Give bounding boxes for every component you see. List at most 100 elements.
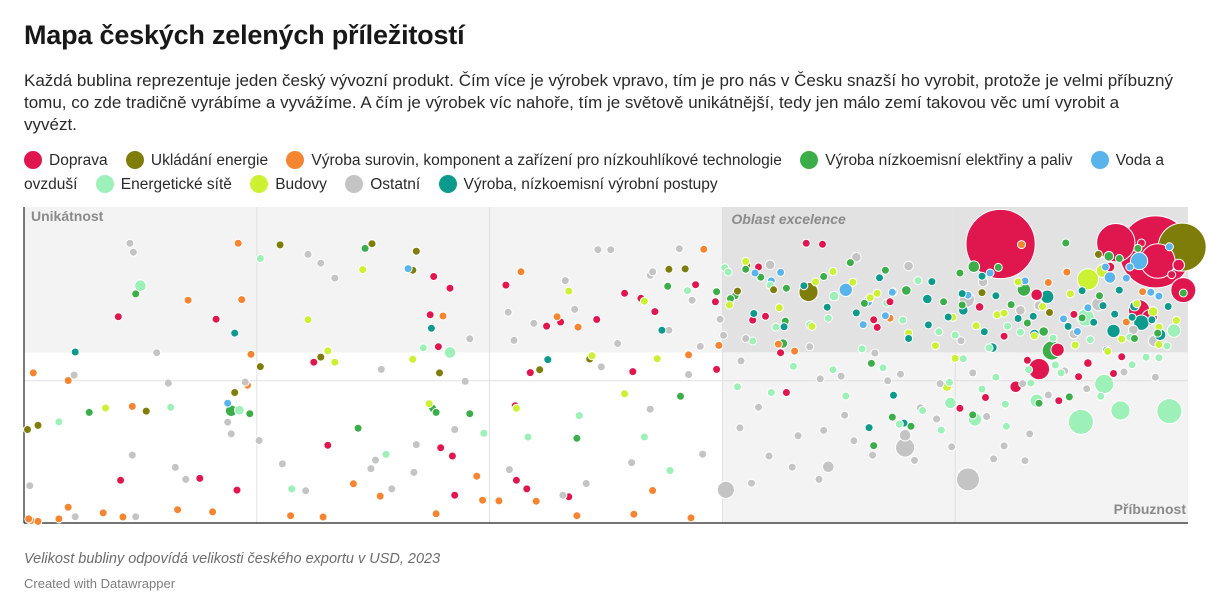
bubble-point[interactable] <box>1146 287 1156 297</box>
bubble-point[interactable] <box>887 287 897 297</box>
bubble-point[interactable] <box>684 350 694 360</box>
bubble-point[interactable] <box>898 428 912 442</box>
bubble-point[interactable] <box>23 425 32 434</box>
bubble-point[interactable] <box>33 516 43 526</box>
bubble-point[interactable] <box>1000 399 1010 409</box>
bubble-point[interactable] <box>1070 340 1080 350</box>
bubble-point[interactable] <box>957 289 967 299</box>
bubble-point[interactable] <box>793 431 803 441</box>
bubble-point[interactable] <box>581 479 591 488</box>
bubble-point[interactable] <box>991 372 1001 382</box>
bubble-point[interactable] <box>815 374 825 384</box>
bubble-point[interactable] <box>1022 318 1032 328</box>
bubble-point[interactable] <box>195 473 205 483</box>
bubble-point[interactable] <box>1018 379 1028 389</box>
bubble-point[interactable] <box>277 459 287 469</box>
bubble-point[interactable] <box>776 267 786 277</box>
bubble-point[interactable] <box>301 486 311 496</box>
bubble-point[interactable] <box>864 423 874 433</box>
bubble-point[interactable] <box>511 403 521 413</box>
bubble-point[interactable] <box>1103 250 1115 262</box>
bubble-point[interactable] <box>1125 262 1135 272</box>
bubble-point[interactable] <box>807 321 817 331</box>
bubble-point[interactable] <box>516 267 526 277</box>
bubble-point[interactable] <box>113 312 123 322</box>
bubble-point[interactable] <box>246 349 256 359</box>
bubble-point[interactable] <box>1172 258 1185 272</box>
bubble-point[interactable] <box>848 277 858 287</box>
bubble-point[interactable] <box>1074 372 1084 382</box>
bubble-point[interactable] <box>686 513 696 523</box>
bubble-point[interactable] <box>1048 333 1058 343</box>
bubble-point[interactable] <box>910 455 919 465</box>
bubble-point[interactable] <box>418 343 428 353</box>
bubble-point[interactable] <box>1038 302 1047 311</box>
bubble-point[interactable] <box>1034 398 1044 408</box>
bubble-point[interactable] <box>859 298 869 308</box>
bubble-point[interactable] <box>592 315 602 324</box>
bubble-point[interactable] <box>648 486 658 495</box>
bubble-point[interactable] <box>54 417 64 427</box>
bubble-point[interactable] <box>1076 268 1100 291</box>
bubble-point[interactable] <box>773 339 783 349</box>
bubble-point[interactable] <box>245 409 255 419</box>
bubble-point[interactable] <box>971 321 981 331</box>
bubble-point[interactable] <box>254 436 264 445</box>
bubble-point[interactable] <box>494 496 504 506</box>
bubble-point[interactable] <box>819 425 829 435</box>
bubble-point[interactable] <box>443 346 457 359</box>
bubble-point[interactable] <box>1015 327 1025 337</box>
bubble-point[interactable] <box>1006 300 1016 310</box>
bubble-point[interactable] <box>683 286 692 296</box>
bubble-point[interactable] <box>1015 305 1026 316</box>
bubble-point[interactable] <box>1050 360 1060 370</box>
bubble-point[interactable] <box>460 376 470 386</box>
bubble-point[interactable] <box>1141 352 1151 362</box>
bubble-point[interactable] <box>303 315 313 325</box>
bubble-point[interactable] <box>573 322 583 332</box>
bubble-point[interactable] <box>411 246 421 256</box>
bubble-point[interactable] <box>1117 334 1127 344</box>
bubble-point[interactable] <box>552 312 562 322</box>
bubble-point[interactable] <box>883 376 893 386</box>
bubble-point[interactable] <box>880 265 890 275</box>
bubble-point[interactable] <box>141 406 151 416</box>
bubble-point[interactable] <box>1043 390 1053 400</box>
bubble-point[interactable] <box>715 314 725 324</box>
bubble-point[interactable] <box>173 505 183 515</box>
bubble-point[interactable] <box>989 454 999 464</box>
bubble-point[interactable] <box>531 496 541 506</box>
bubble-point[interactable] <box>1163 302 1173 311</box>
bubble-point[interactable] <box>211 314 221 324</box>
bubble-point[interactable] <box>865 293 875 303</box>
bubble-point[interactable] <box>769 285 779 295</box>
bubble-point[interactable] <box>118 512 128 522</box>
bubble-point[interactable] <box>366 464 376 474</box>
bubble-point[interactable] <box>723 267 733 277</box>
bubble-point[interactable] <box>574 411 584 421</box>
bubble-point[interactable] <box>875 273 884 283</box>
bubble-point[interactable] <box>433 342 443 352</box>
bubble-point[interactable] <box>435 368 444 378</box>
bubble-point[interactable] <box>286 511 296 521</box>
bubble-point[interactable] <box>788 361 798 371</box>
bubble-point[interactable] <box>230 328 240 338</box>
bubble-point[interactable] <box>1063 321 1073 331</box>
bubble-point[interactable] <box>503 307 513 317</box>
bubble-point[interactable] <box>999 441 1009 451</box>
bubble-point[interactable] <box>1156 398 1183 425</box>
bubble-point[interactable] <box>991 291 1001 301</box>
bubble-point[interactable] <box>981 393 990 402</box>
bubble-point[interactable] <box>828 365 838 375</box>
bubble-point[interactable] <box>1095 291 1104 301</box>
bubble-point[interactable] <box>131 289 141 299</box>
bubble-point[interactable] <box>558 490 568 500</box>
bubble-point[interactable] <box>240 377 250 387</box>
bubble-point[interactable] <box>736 356 746 366</box>
bubble-point[interactable] <box>255 362 265 372</box>
bubble-point[interactable] <box>543 355 553 365</box>
bubble-point[interactable] <box>943 312 953 322</box>
bubble-point[interactable] <box>823 313 833 323</box>
bubble-point[interactable] <box>1017 240 1026 250</box>
bubble-point[interactable] <box>918 406 928 415</box>
